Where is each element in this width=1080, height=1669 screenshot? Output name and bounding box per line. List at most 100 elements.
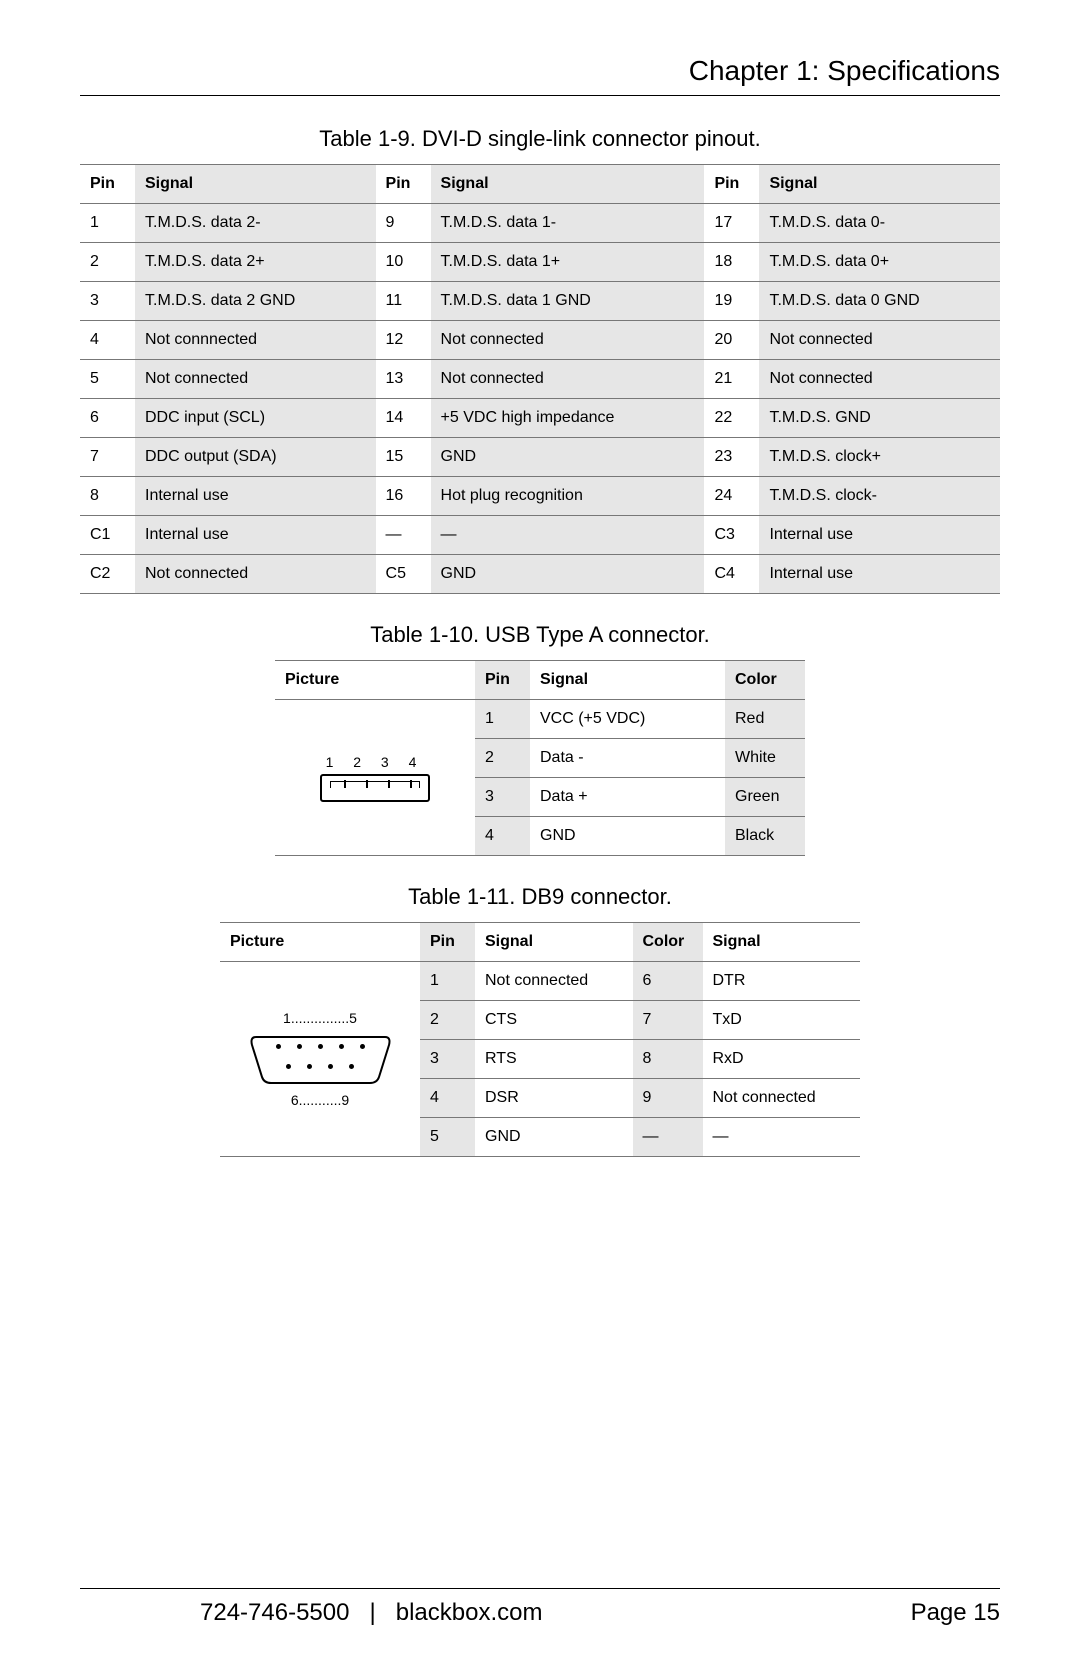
table-cell: 9 bbox=[376, 204, 431, 243]
table-cell: RTS bbox=[475, 1040, 633, 1079]
th-signal2: Signal bbox=[703, 923, 861, 962]
table-cell: T.M.D.S. data 0 GND bbox=[759, 282, 1000, 321]
table-cell: T.M.D.S. clock- bbox=[759, 477, 1000, 516]
db9-table: Picture Pin Signal Color Signal 1.......… bbox=[220, 922, 860, 1157]
table-cell: 8 bbox=[633, 1040, 703, 1079]
table-cell: Black bbox=[725, 817, 805, 856]
chapter-title: Chapter 1: Specifications bbox=[80, 55, 1000, 96]
footer-phone: 724-746-5500 bbox=[200, 1599, 349, 1626]
table-cell: 3 bbox=[475, 778, 530, 817]
table-cell: 12 bbox=[376, 321, 431, 360]
table-cell: C4 bbox=[704, 555, 759, 594]
table-cell: T.M.D.S. data 0+ bbox=[759, 243, 1000, 282]
table-cell: Not connnected bbox=[135, 321, 376, 360]
table-cell: T.M.D.S. data 2 GND bbox=[135, 282, 376, 321]
table-cell: 1 bbox=[80, 204, 135, 243]
table-cell: 14 bbox=[376, 399, 431, 438]
table-cell: Internal use bbox=[135, 516, 376, 555]
table-cell: T.M.D.S. data 2- bbox=[135, 204, 376, 243]
th-signal: Signal bbox=[475, 923, 633, 962]
th-signal-2: Signal bbox=[431, 165, 705, 204]
usb-table: Picture Pin Signal Color 1 2 3 4 1VCC (+… bbox=[275, 660, 805, 856]
table-cell: T.M.D.S. data 1 GND bbox=[431, 282, 705, 321]
table-cell: DSR bbox=[475, 1079, 633, 1118]
table-cell: 2 bbox=[475, 739, 530, 778]
table-cell: 2 bbox=[420, 1001, 475, 1040]
table-cell: DDC output (SDA) bbox=[135, 438, 376, 477]
table-cell: Not connected bbox=[703, 1079, 861, 1118]
table-cell: 7 bbox=[80, 438, 135, 477]
db9-connector-picture: 1...............5 6...........9 bbox=[220, 962, 420, 1157]
th-pin-3: Pin bbox=[704, 165, 759, 204]
table-cell: 23 bbox=[704, 438, 759, 477]
th-color: Color bbox=[633, 923, 703, 962]
table-cell: 5 bbox=[420, 1118, 475, 1157]
table-cell: 15 bbox=[376, 438, 431, 477]
footer-sep: | bbox=[369, 1599, 375, 1626]
table-cell: GND bbox=[431, 555, 705, 594]
th-picture: Picture bbox=[220, 923, 420, 962]
table-cell: Not connected bbox=[759, 360, 1000, 399]
table-cell: 17 bbox=[704, 204, 759, 243]
table-cell: 24 bbox=[704, 477, 759, 516]
th-signal-1: Signal bbox=[135, 165, 376, 204]
table-cell: Internal use bbox=[759, 516, 1000, 555]
table-cell: 1 bbox=[420, 962, 475, 1001]
footer-page: Page 15 bbox=[911, 1599, 1000, 1627]
dvi-table-caption: Table 1-9. DVI-D single-link connector p… bbox=[80, 126, 1000, 152]
table-cell: GND bbox=[431, 438, 705, 477]
usb-pin-labels: 1 2 3 4 bbox=[320, 754, 430, 770]
table-cell: Internal use bbox=[135, 477, 376, 516]
table-cell: 6 bbox=[80, 399, 135, 438]
footer-site: blackbox.com bbox=[396, 1599, 543, 1626]
table-cell: RxD bbox=[703, 1040, 861, 1079]
table-cell: 2 bbox=[80, 243, 135, 282]
table-cell: T.M.D.S. data 1+ bbox=[431, 243, 705, 282]
table-cell: 19 bbox=[704, 282, 759, 321]
table-cell: 16 bbox=[376, 477, 431, 516]
table-cell: VCC (+5 VDC) bbox=[530, 700, 725, 739]
db9-label-top: 1...............5 bbox=[248, 1010, 393, 1026]
table-cell: 9 bbox=[633, 1079, 703, 1118]
db9-connector-icon: 1...............5 6...........9 bbox=[248, 1007, 393, 1111]
table-cell: 11 bbox=[376, 282, 431, 321]
table-cell: — bbox=[431, 516, 705, 555]
table-cell: Not connected bbox=[475, 962, 633, 1001]
table-cell: 7 bbox=[633, 1001, 703, 1040]
db9-label-bot: 6...........9 bbox=[248, 1092, 393, 1108]
table-cell: 4 bbox=[420, 1079, 475, 1118]
table-cell: C2 bbox=[80, 555, 135, 594]
usb-connector-icon: 1 2 3 4 bbox=[320, 754, 430, 802]
table-cell: GND bbox=[475, 1118, 633, 1157]
footer: 724-746-5500 | blackbox.com Page 15 bbox=[80, 1588, 1000, 1627]
table-cell: GND bbox=[530, 817, 725, 856]
table-cell: 8 bbox=[80, 477, 135, 516]
table-cell: — bbox=[703, 1118, 861, 1157]
table-cell: 4 bbox=[475, 817, 530, 856]
table-cell: T.M.D.S. clock+ bbox=[759, 438, 1000, 477]
table-cell: 18 bbox=[704, 243, 759, 282]
th-picture: Picture bbox=[275, 661, 475, 700]
th-color: Color bbox=[725, 661, 805, 700]
table-cell: Red bbox=[725, 700, 805, 739]
table-cell: Data + bbox=[530, 778, 725, 817]
table-cell: DDC input (SCL) bbox=[135, 399, 376, 438]
table-cell: Not connected bbox=[135, 555, 376, 594]
table-cell: — bbox=[376, 516, 431, 555]
th-pin: Pin bbox=[420, 923, 475, 962]
table-cell: 1 bbox=[475, 700, 530, 739]
th-signal-3: Signal bbox=[759, 165, 1000, 204]
table-cell: 20 bbox=[704, 321, 759, 360]
table-cell: Internal use bbox=[759, 555, 1000, 594]
table-cell: Not connected bbox=[759, 321, 1000, 360]
table-cell: 22 bbox=[704, 399, 759, 438]
table-cell: +5 VDC high impedance bbox=[431, 399, 705, 438]
table-cell: 21 bbox=[704, 360, 759, 399]
table-cell: 3 bbox=[420, 1040, 475, 1079]
dvi-table: Pin Signal Pin Signal Pin Signal 1T.M.D.… bbox=[80, 164, 1000, 594]
table-cell: T.M.D.S. GND bbox=[759, 399, 1000, 438]
table-cell: Not connected bbox=[431, 360, 705, 399]
usb-connector-picture: 1 2 3 4 bbox=[275, 700, 475, 856]
table-cell: 5 bbox=[80, 360, 135, 399]
th-pin-1: Pin bbox=[80, 165, 135, 204]
